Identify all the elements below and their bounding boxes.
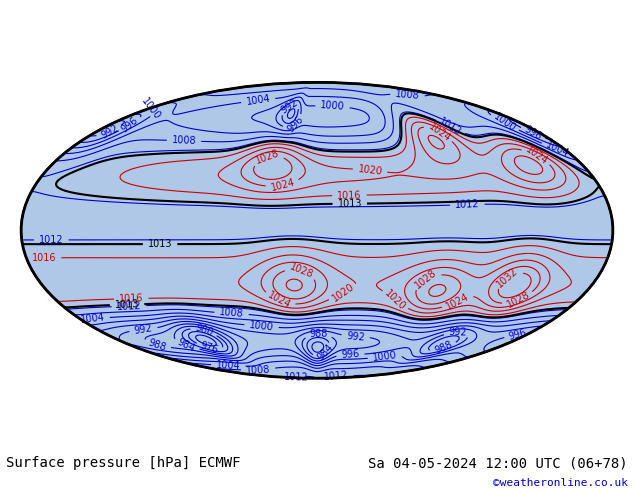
Text: 1008: 1008 <box>219 308 244 319</box>
Text: 1012: 1012 <box>437 116 463 138</box>
Ellipse shape <box>21 82 613 378</box>
Text: 992: 992 <box>99 122 120 141</box>
Text: 988: 988 <box>309 329 328 339</box>
Text: 1032: 1032 <box>495 266 520 290</box>
Text: 1024: 1024 <box>269 177 296 193</box>
Text: 1024: 1024 <box>524 145 550 167</box>
Text: 1024: 1024 <box>444 292 471 312</box>
Text: 1000: 1000 <box>372 350 398 363</box>
Text: 1004: 1004 <box>80 313 105 325</box>
Text: 1024: 1024 <box>266 291 292 311</box>
Text: 1012: 1012 <box>39 235 63 245</box>
Text: 1013: 1013 <box>337 198 362 209</box>
Text: 1020: 1020 <box>357 164 383 177</box>
Text: 992: 992 <box>448 327 467 338</box>
Text: 1004: 1004 <box>216 360 241 371</box>
Text: 1016: 1016 <box>119 294 144 304</box>
Text: 1013: 1013 <box>148 239 172 249</box>
Text: 1013: 1013 <box>115 299 139 310</box>
Text: 1028: 1028 <box>254 148 280 166</box>
Text: Sa 04-05-2024 12:00 UTC (06+78): Sa 04-05-2024 12:00 UTC (06+78) <box>368 456 628 470</box>
Text: 1004: 1004 <box>543 140 570 159</box>
Text: 976: 976 <box>199 341 220 355</box>
Text: 1008: 1008 <box>246 365 271 376</box>
Text: 1016: 1016 <box>32 253 56 263</box>
Text: 984: 984 <box>315 343 335 363</box>
Text: 1004: 1004 <box>245 94 271 107</box>
Text: 1000: 1000 <box>491 112 517 134</box>
Text: 1012: 1012 <box>455 199 480 210</box>
Text: 1028: 1028 <box>505 290 532 310</box>
Text: 1000: 1000 <box>249 320 275 332</box>
Text: 984: 984 <box>176 337 197 354</box>
Text: 996: 996 <box>120 115 140 134</box>
Text: 988: 988 <box>433 340 454 356</box>
Text: 1012: 1012 <box>324 370 349 382</box>
Text: 1028: 1028 <box>288 262 315 280</box>
Text: 996: 996 <box>341 349 359 360</box>
Text: 1016: 1016 <box>337 190 362 200</box>
Text: 1020: 1020 <box>330 281 356 304</box>
Text: 1000: 1000 <box>320 100 345 112</box>
Text: 980: 980 <box>194 323 214 338</box>
Text: 1008: 1008 <box>172 135 197 147</box>
Text: 992: 992 <box>346 331 365 343</box>
Text: 1000: 1000 <box>139 96 162 122</box>
Text: 996: 996 <box>285 114 306 134</box>
Text: 1012: 1012 <box>117 301 141 312</box>
Text: 992: 992 <box>134 323 153 336</box>
Text: 1008: 1008 <box>395 89 420 101</box>
Text: 1020: 1020 <box>383 288 408 312</box>
Text: 1028: 1028 <box>413 268 438 291</box>
Text: 996: 996 <box>508 327 528 342</box>
Text: 1024: 1024 <box>427 122 453 144</box>
Text: 992: 992 <box>280 97 301 116</box>
Text: 1012: 1012 <box>283 372 309 383</box>
Text: ©weatheronline.co.uk: ©weatheronline.co.uk <box>493 478 628 488</box>
Text: Surface pressure [hPa] ECMWF: Surface pressure [hPa] ECMWF <box>6 456 241 470</box>
Text: 988: 988 <box>147 337 167 353</box>
Text: 996: 996 <box>522 124 543 143</box>
